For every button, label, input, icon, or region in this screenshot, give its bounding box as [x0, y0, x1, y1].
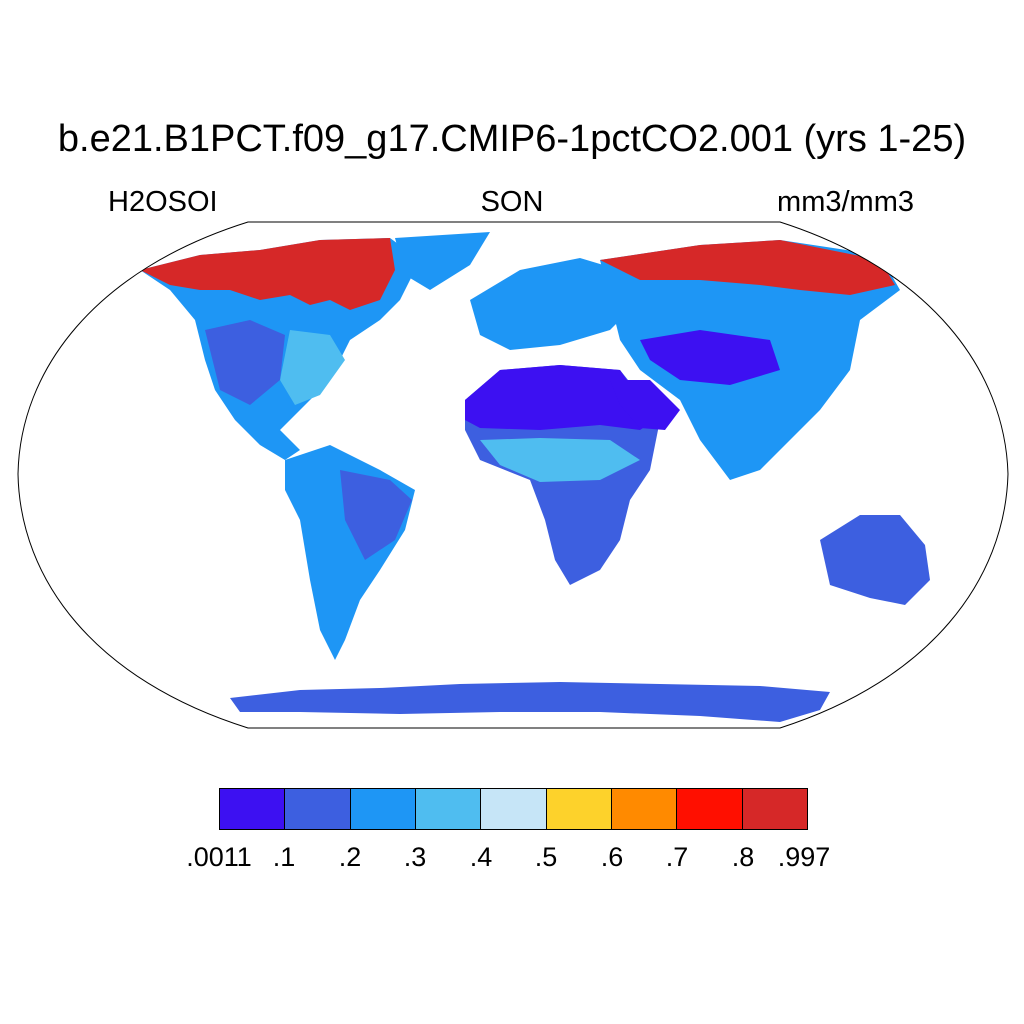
map-boundary	[17, 221, 1009, 729]
colorbar-box	[285, 789, 351, 829]
central-asia-dry	[640, 330, 780, 385]
colorbar-tick-label: .5	[534, 842, 558, 872]
colorbar-tick-label: .8	[731, 842, 755, 872]
units-label: mm3/mm3	[777, 186, 914, 218]
siberia	[600, 240, 895, 295]
variable-label: H2OSOI	[108, 186, 218, 218]
colorbar-box	[742, 789, 807, 829]
colorbar-tick-label: .1	[272, 842, 296, 872]
plot-title: b.e21.B1PCT.f09_g17.CMIP6-1pctCO2.001 (y…	[57, 118, 967, 160]
colorbar-box	[415, 789, 482, 829]
colorbar-tick-label: .0011	[186, 842, 252, 872]
colorbar-tick-label: .2	[338, 842, 362, 872]
colorbar-tick-label: .3	[403, 842, 427, 872]
sahara	[465, 365, 655, 430]
sahel	[480, 438, 640, 482]
europe-land	[470, 258, 640, 350]
colorbar-box	[481, 789, 547, 829]
colorbar-box	[677, 789, 743, 829]
south-america-east	[340, 470, 412, 560]
greenland-edge	[395, 232, 490, 290]
north-america-east	[280, 330, 345, 405]
colorbar	[219, 788, 808, 830]
colorbar-box	[546, 789, 612, 829]
colorbar-box	[611, 789, 678, 829]
colorbar-tick-label: .4	[469, 842, 493, 872]
antarctica-coast	[230, 682, 830, 722]
colorbar-box	[350, 789, 416, 829]
australia-land	[820, 515, 930, 605]
colorbar-tick-label: .6	[600, 842, 624, 872]
north-america-interior	[205, 320, 285, 405]
arabia	[610, 380, 680, 430]
colorbar-box	[220, 789, 286, 829]
season-label: SON	[480, 186, 544, 218]
colorbar-tick-label: .7	[665, 842, 689, 872]
land-fields	[140, 232, 930, 722]
colorbar-tick-label: .997	[777, 842, 831, 872]
arctic-north-america	[140, 238, 395, 310]
